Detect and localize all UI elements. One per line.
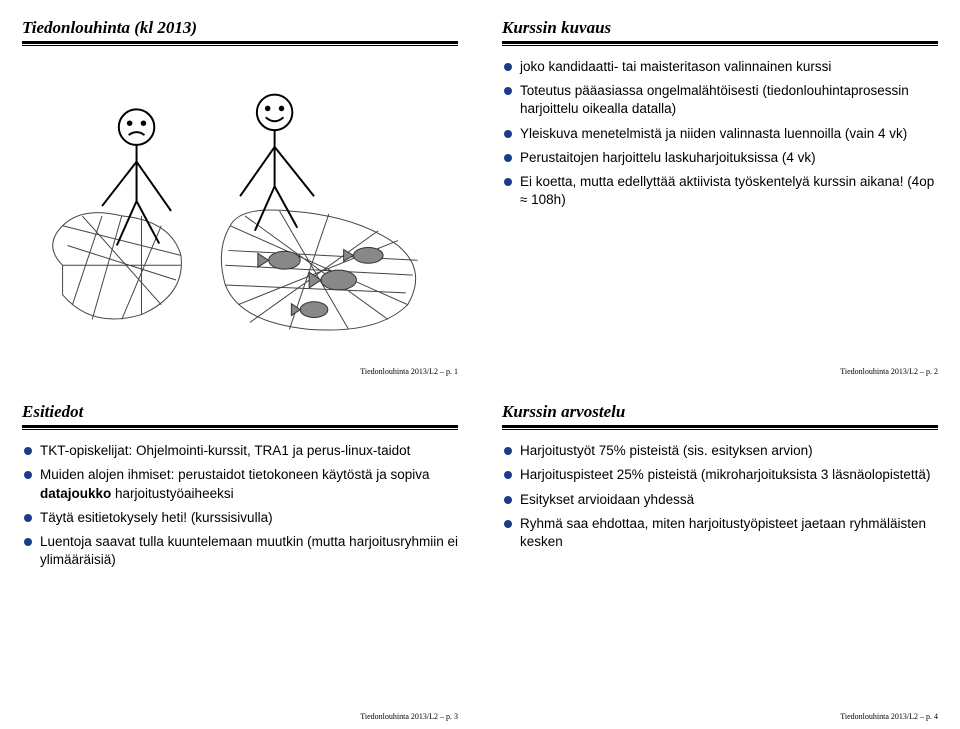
list-item: Luentoja saavat tulla kuuntelemaan muutk… <box>22 533 458 569</box>
slide-grid: Tiedonlouhinta (kl 2013) <box>0 0 960 729</box>
fishing-illustration <box>33 68 447 344</box>
panel-1-footer: Tiedonlouhinta 2013/L2 – p. 1 <box>360 367 458 376</box>
panel-2-list: joko kandidaatti- tai maisteritason vali… <box>502 58 938 216</box>
panel-1: Tiedonlouhinta (kl 2013) <box>0 0 480 384</box>
panel-2-title: Kurssin kuvaus <box>502 18 938 38</box>
title-rule <box>22 41 458 44</box>
list-item: Harjoituspisteet 25% pisteistä (mikrohar… <box>502 466 938 484</box>
panel-4-list: Harjoitustyöt 75% pisteistä (sis. esityk… <box>502 442 938 557</box>
title-rule <box>502 41 938 44</box>
title-rule <box>22 425 458 428</box>
illustration-area <box>22 58 458 374</box>
panel-3-title: Esitiedot <box>22 402 458 422</box>
list-item: joko kandidaatti- tai maisteritason vali… <box>502 58 938 76</box>
panel-3: Esitiedot TKT-opiskelijat: Ohjelmointi-k… <box>0 384 480 729</box>
list-item: Esitykset arvioidaan yhdessä <box>502 491 938 509</box>
list-item: Täytä esitietokysely heti! (kurssisivull… <box>22 509 458 527</box>
list-item: Toteutus pääasiassa ongelmalähtöisesti (… <box>502 82 938 118</box>
panel-3-list: TKT-opiskelijat: Ohjelmointi-kurssit, TR… <box>22 442 458 575</box>
panel-4-footer: Tiedonlouhinta 2013/L2 – p. 4 <box>840 712 938 721</box>
list-item-post: harjoitustyöaiheeksi <box>111 486 233 501</box>
list-item: Muiden alojen ihmiset: perustaidot tieto… <box>22 466 458 502</box>
panel-4-title: Kurssin arvostelu <box>502 402 938 422</box>
list-item: Ei koetta, mutta edellyttää aktiivista t… <box>502 173 938 209</box>
list-item: Yleiskuva menetelmistä ja niiden valinna… <box>502 125 938 143</box>
list-item-pre: Muiden alojen ihmiset: perustaidot tieto… <box>40 467 429 482</box>
panel-2: Kurssin kuvaus joko kandidaatti- tai mai… <box>480 0 960 384</box>
list-item: Harjoitustyöt 75% pisteistä (sis. esityk… <box>502 442 938 460</box>
title-rule <box>502 425 938 428</box>
list-item: TKT-opiskelijat: Ohjelmointi-kurssit, TR… <box>22 442 458 460</box>
list-item-bold: datajoukko <box>40 486 111 501</box>
panel-4: Kurssin arvostelu Harjoitustyöt 75% pist… <box>480 384 960 729</box>
list-item: Perustaitojen harjoittelu laskuharjoituk… <box>502 149 938 167</box>
panel-3-footer: Tiedonlouhinta 2013/L2 – p. 3 <box>360 712 458 721</box>
panel-1-title: Tiedonlouhinta (kl 2013) <box>22 18 458 38</box>
list-item: Ryhmä saa ehdottaa, miten harjoitustyöpi… <box>502 515 938 551</box>
panel-2-footer: Tiedonlouhinta 2013/L2 – p. 2 <box>840 367 938 376</box>
